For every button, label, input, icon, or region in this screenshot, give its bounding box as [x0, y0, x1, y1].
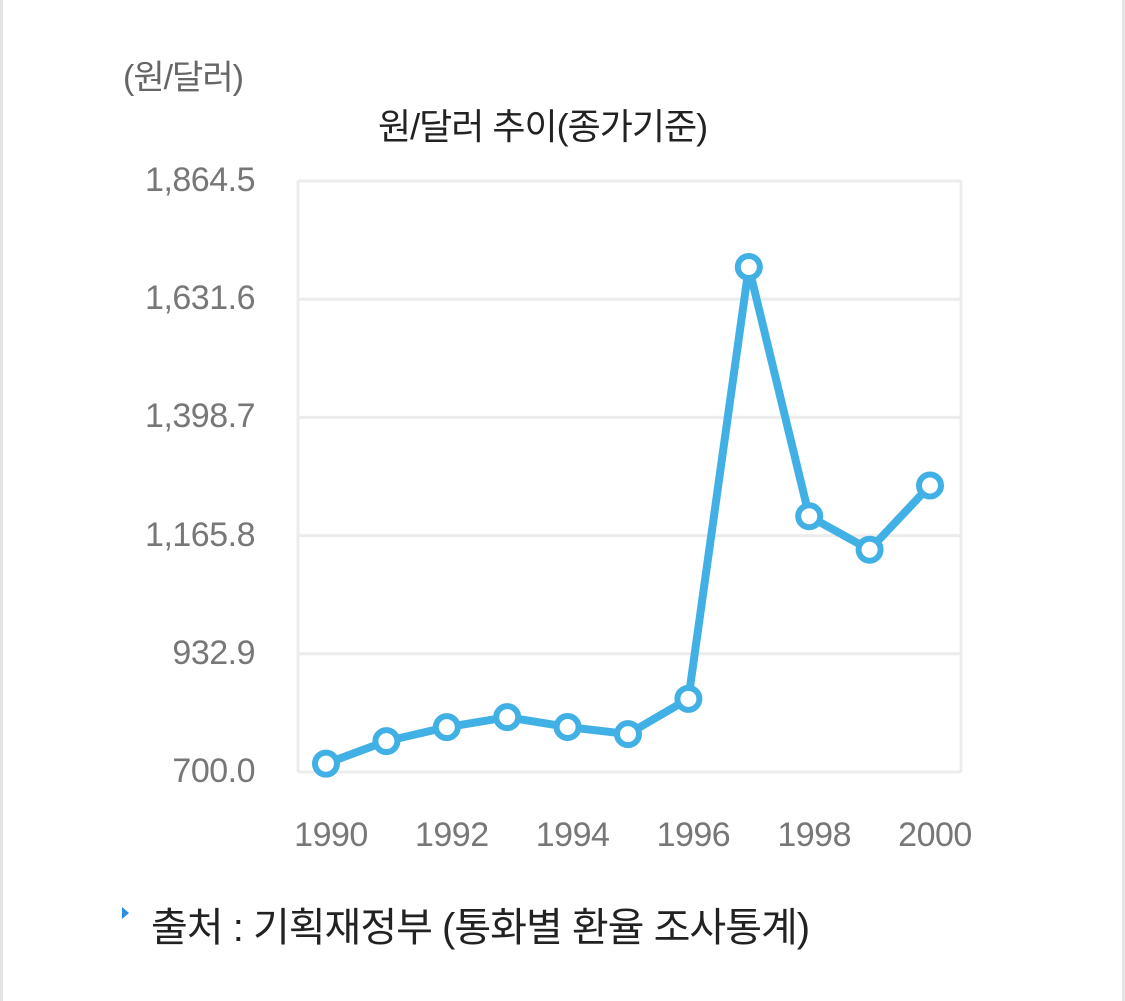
data-point-marker[interactable]	[734, 253, 763, 282]
data-point-marker[interactable]	[372, 727, 401, 756]
x-tick-label: 1992	[414, 816, 489, 854]
data-point-marker[interactable]	[432, 713, 461, 742]
data-point-marker[interactable]	[493, 703, 522, 732]
y-tick-label: 932.9	[172, 633, 255, 672]
y-tick-label: 1,631.6	[145, 279, 255, 318]
series-line	[324, 263, 933, 768]
data-point-marker[interactable]	[855, 535, 884, 564]
x-tick-label: 1994	[535, 816, 610, 854]
source-text: 출처 : 기획재정부 (통화별 환율 조사통계)	[151, 906, 810, 950]
x-tick-label: 1990	[294, 816, 368, 854]
data-point-marker[interactable]	[916, 471, 944, 500]
y-tick-label: 1,165.8	[145, 515, 255, 554]
source-note: 출처 : 기획재정부 (통화별 환율 조사통계)	[122, 895, 810, 953]
bullet-triangle-icon	[122, 907, 129, 919]
frame-border-left	[0, 0, 3, 1001]
x-tick-label: 2000	[898, 816, 972, 854]
data-point-marker[interactable]	[674, 684, 703, 713]
y-tick-label: 1,864.5	[145, 161, 255, 199]
data-point-marker[interactable]	[553, 712, 582, 741]
y-tick-label: 1,398.7	[145, 397, 255, 436]
data-point-marker[interactable]	[795, 502, 824, 531]
data-point-marker[interactable]	[312, 749, 340, 778]
chart-title: 원/달러 추이(종가기준)	[378, 106, 708, 147]
x-tick-label: 1998	[777, 816, 851, 854]
x-tick-label: 1996	[656, 816, 731, 854]
y-axis-unit-label: (원/달러)	[123, 59, 244, 97]
y-tick-label: 700.0	[172, 752, 255, 790]
frame-border-right	[1122, 0, 1125, 1001]
data-point-marker[interactable]	[614, 720, 642, 749]
